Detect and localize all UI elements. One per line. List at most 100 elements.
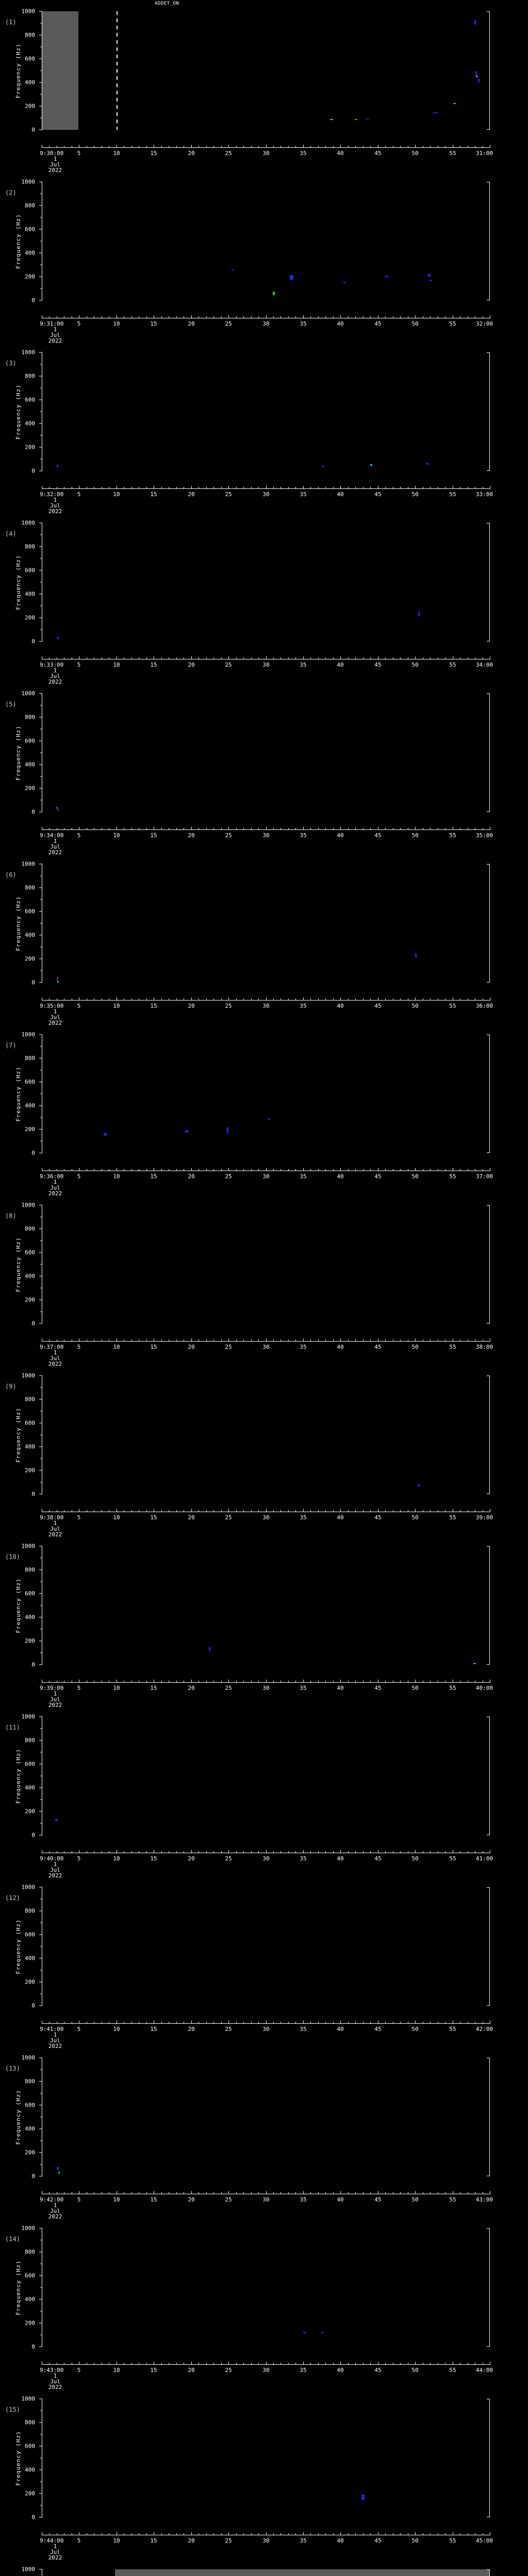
x-tick-minor bbox=[333, 2533, 334, 2535]
plot-area[interactable] bbox=[42, 182, 490, 300]
y-tick-label: 800 bbox=[25, 1737, 35, 1744]
y-tick-mark bbox=[39, 1764, 42, 1765]
y-tick-label: 1000 bbox=[21, 1372, 36, 1379]
x-tick-major bbox=[303, 1168, 304, 1171]
plot-area[interactable] bbox=[42, 1035, 490, 1153]
date-day: 1 bbox=[53, 838, 57, 844]
y-tick-label: 1000 bbox=[21, 1201, 36, 1209]
x-tick-major bbox=[303, 315, 304, 318]
x-tick-label: 41:00 bbox=[475, 1855, 493, 1862]
x-tick-label: 5 bbox=[77, 1514, 81, 1521]
detection-mark bbox=[343, 282, 346, 283]
x-tick-major bbox=[191, 1338, 192, 1342]
x-tick-major bbox=[340, 315, 341, 318]
x-tick-minor bbox=[146, 2533, 147, 2535]
x-tick-minor bbox=[131, 657, 132, 659]
y-tick-minor bbox=[40, 1411, 42, 1412]
x-tick-minor bbox=[295, 2533, 296, 2535]
detection-mark bbox=[370, 464, 373, 466]
x-tick-minor bbox=[213, 1340, 214, 1342]
x-tick-minor bbox=[348, 1681, 349, 1683]
x-tick-minor bbox=[251, 2192, 252, 2194]
plot-area[interactable] bbox=[42, 2228, 490, 2347]
y-tick-label: 600 bbox=[25, 1249, 35, 1256]
y-tick-mark bbox=[39, 1470, 42, 1471]
y-tick-mark bbox=[39, 2446, 42, 2447]
plot-area[interactable] bbox=[42, 523, 490, 641]
x-tick-label: 50 bbox=[411, 2196, 419, 2203]
x-tick-major bbox=[191, 486, 192, 489]
x-tick-label: 38:00 bbox=[475, 1344, 493, 1350]
x-tick-minor bbox=[430, 828, 431, 830]
date-day: 1 bbox=[53, 2031, 57, 2038]
plot-area[interactable] bbox=[42, 1887, 490, 2006]
x-tick-minor bbox=[49, 1510, 50, 1512]
plot-spine-right bbox=[489, 1376, 490, 1494]
plot-area[interactable] bbox=[42, 693, 490, 812]
x-tick-minor bbox=[295, 1681, 296, 1683]
plot-area[interactable] bbox=[42, 1717, 490, 1835]
plot-area[interactable] bbox=[42, 2058, 490, 2176]
date-month: Jul bbox=[50, 843, 60, 850]
plot-area[interactable] bbox=[42, 2399, 490, 2517]
x-tick-minor bbox=[258, 1169, 259, 1171]
x-tick-minor bbox=[131, 2533, 132, 2535]
x-tick-label: 36:00 bbox=[475, 1003, 493, 1009]
x-tick-minor bbox=[206, 316, 207, 318]
date-day: 1 bbox=[53, 1179, 57, 1185]
plot-area[interactable] bbox=[42, 352, 490, 471]
x-tick-minor bbox=[445, 487, 446, 489]
x-tick-minor bbox=[430, 1169, 431, 1171]
x-tick-label: 10 bbox=[113, 1855, 120, 1862]
x-tick-label: 25 bbox=[225, 1344, 232, 1350]
x-tick-minor bbox=[355, 998, 356, 1001]
x-tick-label: 55 bbox=[449, 320, 456, 327]
x-tick-minor bbox=[251, 1340, 252, 1342]
x-tick-minor bbox=[161, 1510, 162, 1512]
x-tick-label: 44:00 bbox=[475, 2367, 493, 2374]
plot-area[interactable] bbox=[42, 1376, 490, 1494]
x-tick-label: 10 bbox=[113, 832, 120, 839]
y-tick-label: 1000 bbox=[21, 2566, 36, 2573]
detection-mark bbox=[433, 112, 438, 114]
x-tick-minor bbox=[333, 1340, 334, 1342]
x-tick-label: 40 bbox=[337, 1685, 344, 1691]
x-tick-major bbox=[415, 1509, 416, 1512]
plot-area[interactable] bbox=[42, 1546, 490, 1665]
x-tick-minor bbox=[370, 1681, 371, 1683]
panel-2: (2) Frequency (Hz) 0 200 400 600 800 1000 9:31:0… bbox=[0, 171, 528, 344]
x-tick-label: 40 bbox=[337, 1344, 344, 1350]
y-tick-label: 600 bbox=[25, 2272, 35, 2279]
x-tick-major bbox=[303, 1850, 304, 1853]
y-tick-group: 0 200 400 600 800 1000 bbox=[0, 179, 42, 304]
y-tick-minor bbox=[40, 800, 42, 801]
x-tick-minor bbox=[385, 2363, 386, 2365]
x-tick-minor bbox=[221, 1169, 222, 1171]
plot-area[interactable] bbox=[42, 11, 490, 130]
x-axis-date: 1 Jul 2022 bbox=[40, 668, 71, 685]
x-tick-minor bbox=[325, 2533, 326, 2535]
x-tick-minor bbox=[251, 2363, 252, 2365]
x-tick-minor bbox=[370, 2192, 371, 2194]
y-tick-label: 0 bbox=[31, 1320, 35, 1327]
plot-spine-right bbox=[489, 1887, 490, 2006]
x-tick-minor bbox=[146, 1340, 147, 1342]
x-tick-minor bbox=[348, 487, 349, 489]
x-tick-minor bbox=[400, 998, 401, 1001]
x-tick-minor bbox=[370, 146, 371, 148]
detection-mark bbox=[272, 292, 275, 296]
x-tick-minor bbox=[295, 1510, 296, 1512]
x-tick-label: 10 bbox=[113, 320, 120, 327]
plot-area[interactable] bbox=[42, 2569, 490, 2576]
date-year: 2022 bbox=[48, 2384, 62, 2391]
x-tick-minor bbox=[325, 1340, 326, 1342]
x-tick-minor bbox=[288, 1681, 289, 1683]
x-tick-minor bbox=[273, 2022, 274, 2024]
x-tick-minor bbox=[236, 316, 237, 318]
plot-area[interactable] bbox=[42, 864, 490, 982]
y-tick-label: 1000 bbox=[21, 349, 36, 356]
plot-area[interactable] bbox=[42, 1205, 490, 1324]
x-tick-minor bbox=[400, 1510, 401, 1512]
x-tick-minor bbox=[348, 316, 349, 318]
x-tick-minor bbox=[161, 1169, 162, 1171]
